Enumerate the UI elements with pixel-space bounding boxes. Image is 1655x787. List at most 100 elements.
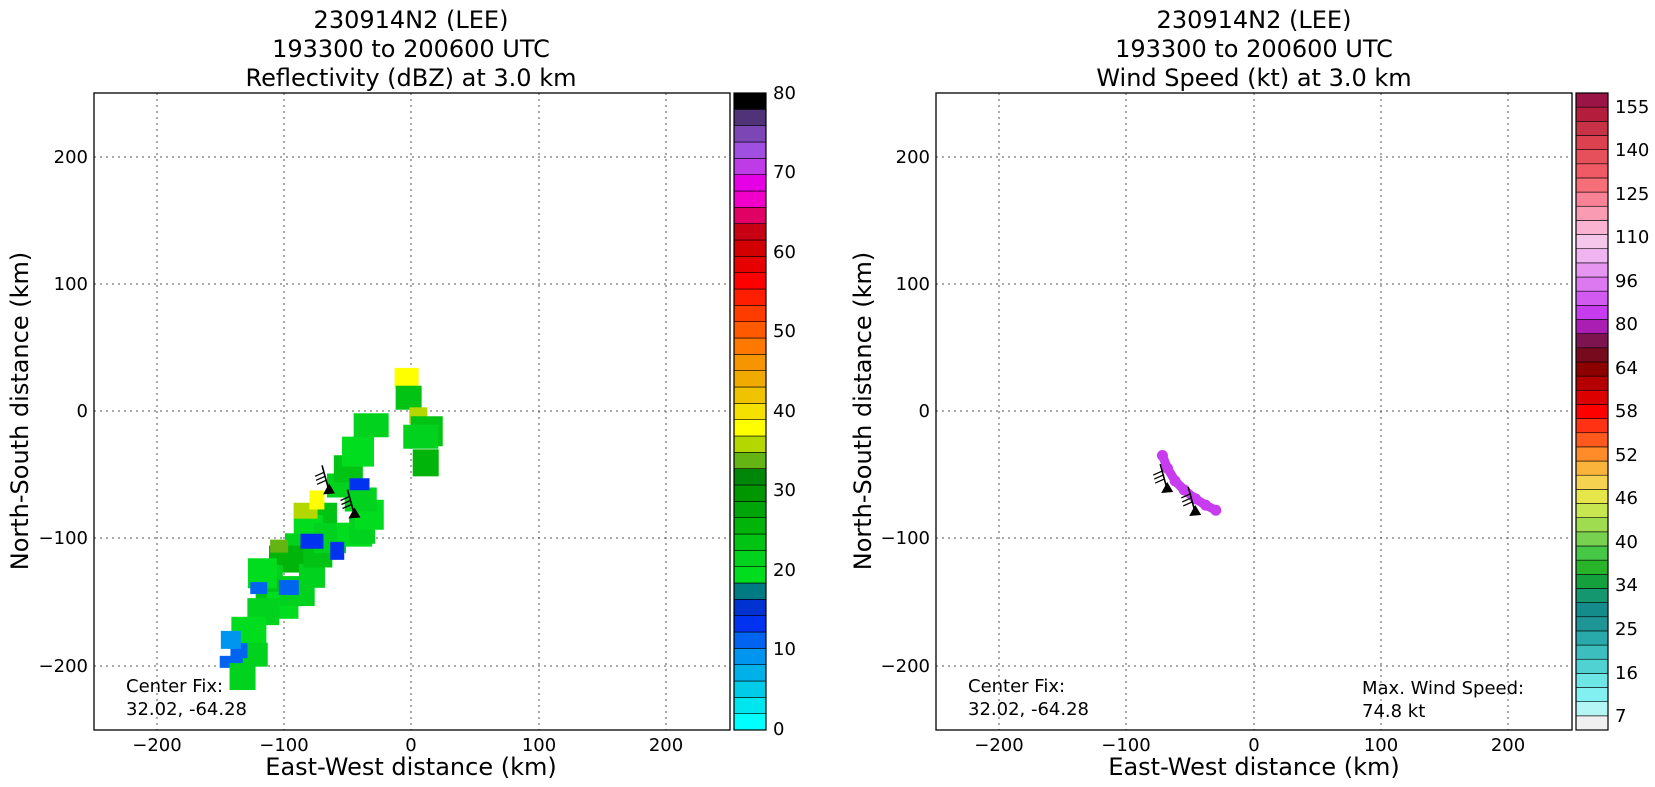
- reflectivity-wind-barbs: [314, 465, 361, 519]
- colorbar-swatch: [733, 174, 767, 192]
- wind-colorbar: [1575, 92, 1609, 731]
- wind-barb-feather: [1152, 470, 1163, 476]
- colorbar-swatch: [733, 599, 767, 616]
- colorbar-swatch: [733, 256, 767, 273]
- colorbar-swatch: [1575, 149, 1609, 165]
- colorbar-swatch: [733, 452, 767, 469]
- wind-title-line2: 193300 to 200600 UTC: [1115, 35, 1393, 63]
- reflectivity-center-fix-label: Center Fix:: [126, 676, 223, 697]
- wind-barb-feather: [1154, 478, 1165, 484]
- wind-barb-pennant: [323, 483, 336, 495]
- reflectivity-center-fix-value: 32.02, -64.28: [126, 699, 247, 720]
- colorbar-swatch: [1575, 432, 1609, 448]
- wind-barb-feather: [342, 503, 352, 510]
- colorbar-swatch: [1575, 177, 1609, 193]
- wind-barb-pennant: [1161, 482, 1174, 494]
- colorbar-tick-label: 10: [773, 639, 796, 660]
- x-tick-label: 100: [1364, 735, 1398, 756]
- y-tick-label: −100: [881, 528, 930, 549]
- colorbar-swatch: [733, 664, 767, 682]
- colorbar-swatch: [1575, 644, 1609, 660]
- colorbar-tick-label: 30: [773, 480, 796, 501]
- echo-cell: [250, 582, 268, 595]
- colorbar-swatch: [1575, 121, 1609, 136]
- colorbar-tick-label: 125: [1615, 184, 1649, 205]
- colorbar-swatch: [733, 403, 767, 420]
- colorbar-swatch: [1575, 559, 1609, 575]
- colorbar-swatch: [1575, 347, 1609, 363]
- colorbar-swatch: [1575, 503, 1609, 518]
- colorbar-swatch: [733, 92, 767, 110]
- colorbar-swatch: [1575, 630, 1609, 646]
- y-tick-label: 100: [54, 274, 88, 295]
- colorbar-swatch: [733, 223, 767, 241]
- x-tick-label: 200: [1491, 735, 1525, 756]
- reflectivity-colorbar: [733, 92, 767, 731]
- x-tick-label: 0: [1248, 735, 1259, 756]
- wind-center-fix-value: 32.02, -64.28: [968, 699, 1089, 720]
- colorbar-swatch: [733, 288, 767, 306]
- colorbar-tick-label: 16: [1615, 663, 1638, 684]
- colorbar-swatch: [733, 615, 767, 633]
- wind-title-line1: 230914N2 (LEE): [1157, 6, 1352, 34]
- y-tick-label: −200: [881, 656, 930, 677]
- reflectivity-colorbar-tick-labels: 0 10 20 30 40 50 60 70 80: [773, 83, 796, 740]
- wind-speed-band: [1201, 500, 1221, 515]
- colorbar-swatch: [733, 125, 767, 143]
- colorbar-tick-label: 140: [1615, 140, 1649, 161]
- colorbar-swatch: [733, 648, 767, 665]
- wind-y-tick-labels: 200 100 0 −100 −200: [881, 147, 930, 677]
- colorbar-swatch: [733, 109, 767, 126]
- colorbar-swatch: [733, 370, 767, 388]
- colorbar-swatch: [1575, 460, 1609, 476]
- echo-cell: [349, 478, 370, 491]
- colorbar-swatch: [1575, 205, 1609, 221]
- colorbar-tick-label: 25: [1615, 619, 1638, 640]
- colorbar-swatch: [1575, 106, 1609, 122]
- colorbar-swatch: [1575, 220, 1609, 235]
- wind-speed-wind-barbs: [1152, 463, 1202, 516]
- colorbar-tick-label: 60: [773, 242, 796, 263]
- colorbar-swatch: [733, 533, 767, 551]
- colorbar-swatch: [1575, 248, 1609, 264]
- reflectivity-panel: 230914N2 (LEE) 193300 to 200600 UTC Refl…: [6, 6, 796, 781]
- colorbar-swatch: [733, 272, 767, 290]
- max-wind-speed-value: 74.8 kt: [1362, 701, 1425, 722]
- echo-cell: [220, 630, 241, 649]
- wind-barb-feather: [1182, 501, 1193, 507]
- x-tick-label: −200: [132, 735, 181, 756]
- colorbar-tick-label: 155: [1615, 97, 1649, 118]
- reflectivity-plot-frame: [93, 92, 731, 731]
- colorbar-swatch: [733, 354, 767, 371]
- colorbar-swatch: [733, 517, 767, 535]
- wind-barb-feather: [314, 471, 325, 477]
- echo-cell: [342, 436, 375, 467]
- x-tick-label: −200: [974, 735, 1023, 756]
- echo-cell: [309, 490, 325, 510]
- colorbar-swatch: [733, 239, 767, 257]
- colorbar-tick-label: 58: [1615, 401, 1638, 422]
- reflectivity-y-axis-label: North-South distance (km): [6, 252, 34, 571]
- y-tick-label: 0: [919, 401, 930, 422]
- wind-barb-feather: [1181, 497, 1192, 503]
- colorbar-swatch: [733, 631, 767, 649]
- wind-barb-feather: [1180, 493, 1191, 499]
- colorbar-swatch: [1575, 163, 1609, 179]
- colorbar-tick-label: 64: [1615, 358, 1638, 379]
- colorbar-swatch: [733, 713, 767, 731]
- colorbar-swatch: [733, 305, 767, 322]
- y-tick-label: 200: [896, 147, 930, 168]
- colorbar-swatch: [733, 386, 767, 404]
- x-tick-label: 200: [649, 735, 683, 756]
- colorbar-swatch: [1575, 234, 1609, 250]
- colorbar-swatch: [1575, 389, 1609, 405]
- colorbar-tick-label: 7: [1615, 706, 1626, 727]
- colorbar-swatch: [1575, 517, 1609, 533]
- x-tick-label: 100: [522, 735, 556, 756]
- colorbar-swatch: [733, 697, 767, 714]
- echo-cell: [403, 424, 439, 449]
- colorbar-swatch: [1575, 262, 1609, 278]
- colorbar-swatch: [1575, 573, 1609, 589]
- wind-barb-feather: [340, 495, 350, 502]
